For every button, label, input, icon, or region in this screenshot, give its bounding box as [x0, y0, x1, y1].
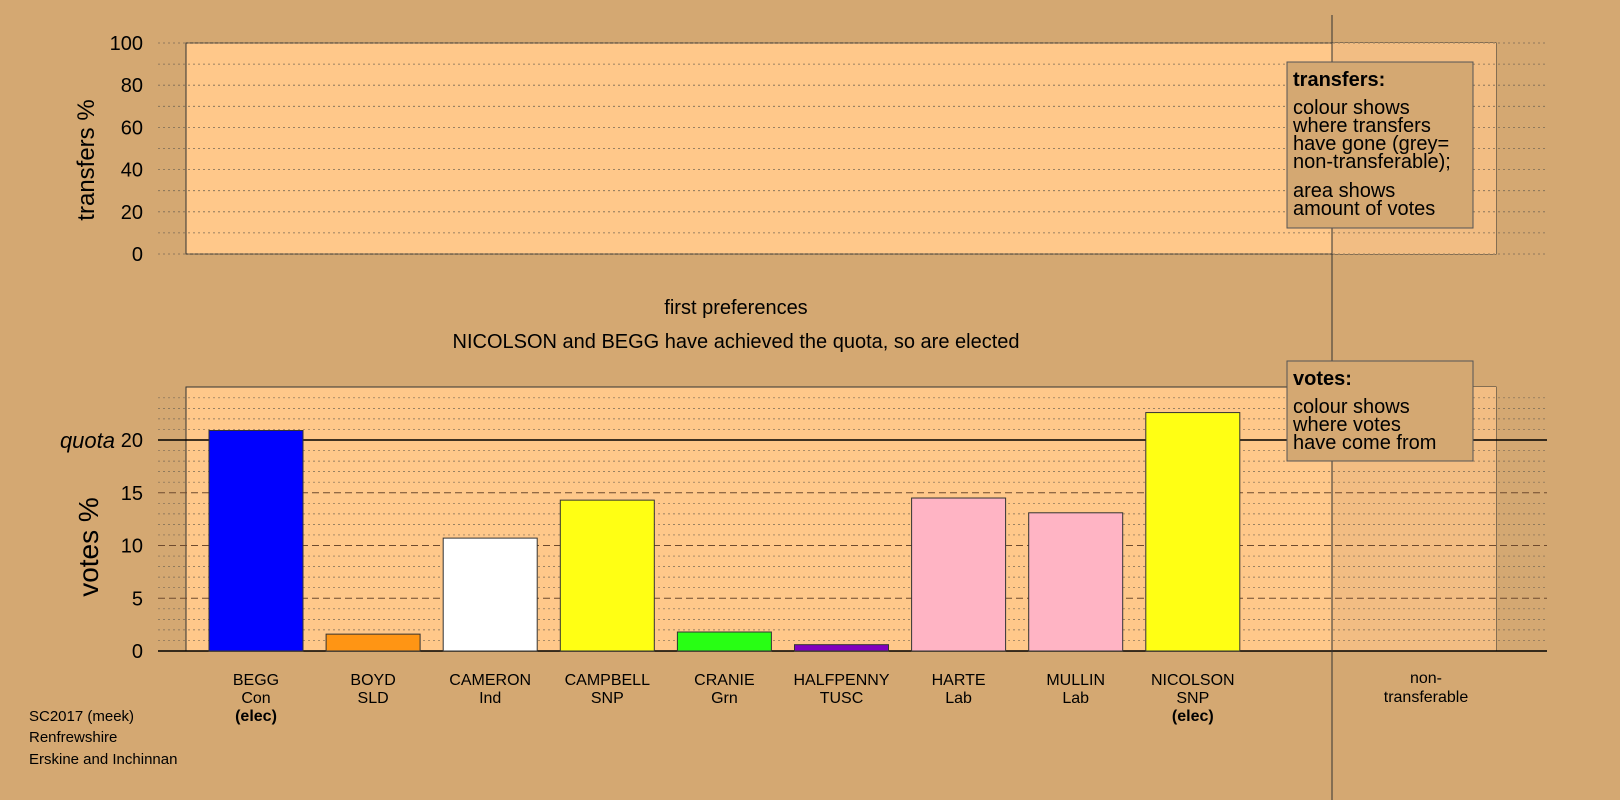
non-transferable-label: transferable: [1384, 689, 1469, 706]
transfers-legend-line: colour shows: [1293, 97, 1410, 119]
stage-subtitle: NICOLSON and BEGG have achieved the quot…: [453, 331, 1020, 353]
candidate-party-label: Lab: [945, 690, 972, 707]
bar-harte: [911, 497, 1007, 652]
votes-plot-area: [185, 386, 1497, 652]
votes-tick-label: 5: [132, 588, 143, 610]
transfers-legend-title: transfers:: [1293, 69, 1385, 91]
bar-mullin: [1028, 512, 1124, 652]
transfers-axis-label: transfers %: [73, 99, 100, 220]
transfers-tick-label: 40: [121, 160, 143, 182]
bar-cameron: [442, 537, 538, 652]
votes-axis-label: votes %: [73, 497, 104, 597]
candidate-party-label: TUSC: [820, 690, 864, 707]
candidate-name-label: MULLIN: [1046, 672, 1105, 689]
transfers-legend-box: [1286, 61, 1474, 229]
votes-tick-label: 20: [121, 430, 143, 452]
candidate-name-label: CAMERON: [449, 672, 531, 689]
footer-line: Renfrewshire: [29, 729, 117, 746]
bar-series: [208, 412, 1241, 652]
candidate-party-label: SNP: [591, 690, 624, 707]
transfers-legend-line: area shows: [1293, 180, 1395, 202]
bar-nicolson: [1145, 412, 1241, 652]
footer-line: Erskine and Inchinnan: [29, 751, 177, 768]
candidate-name-label: CAMPBELL: [565, 672, 650, 689]
candidate-labels: BEGGCon(elec)BOYDSLDCAMERONIndCAMPBELLSN…: [233, 672, 1235, 725]
candidate-name-label: HALFPENNY: [793, 672, 889, 689]
bar-boyd: [325, 633, 421, 652]
transfers-legend-line: non-transferable);: [1293, 151, 1451, 173]
candidate-name-label: NICOLSON: [1151, 672, 1235, 689]
bar-halfpenny: [794, 644, 889, 652]
bar-cranie: [676, 631, 772, 652]
transfers-tick-label: 0: [132, 244, 143, 266]
candidate-name-label: BOYD: [350, 672, 395, 689]
transfers-legend-line: where transfers: [1292, 115, 1431, 137]
votes-tick-label: 15: [121, 483, 143, 505]
votes-panel: votes % quota 0 5 10 15 20: [60, 386, 1547, 663]
candidate-party-label: Ind: [479, 690, 501, 707]
non-transferable-label: non-: [1410, 670, 1442, 687]
transfers-legend: transfers: colour shows where transfers …: [1286, 61, 1474, 229]
candidate-party-label: SNP: [1176, 690, 1209, 707]
votes-tick-label: 0: [132, 641, 143, 663]
bar-campbell: [559, 499, 655, 652]
votes-legend-title: votes:: [1293, 368, 1352, 390]
footer-line: SC2017 (meek): [29, 708, 134, 725]
candidate-party-label: SLD: [358, 690, 389, 707]
votes-legend-line: have come from: [1293, 432, 1436, 454]
elected-label: (elec): [235, 708, 277, 725]
votes-legend-line: where votes: [1292, 414, 1401, 436]
quota-label: quota: [60, 428, 115, 453]
stage-title: first preferences: [664, 297, 807, 319]
candidate-party-label: Con: [241, 690, 270, 707]
transfers-tick-label: 20: [121, 202, 143, 224]
votes-legend-box: [1286, 360, 1474, 462]
transfers-tick-label: 100: [110, 33, 143, 55]
transfers-legend-line: amount of votes: [1293, 198, 1435, 220]
candidate-party-label: Grn: [711, 690, 738, 707]
votes-legend: votes: colour shows where votes have com…: [1286, 360, 1474, 462]
votes-tick-label: 10: [121, 536, 143, 558]
elected-label: (elec): [1172, 708, 1214, 725]
candidate-name-label: BEGG: [233, 672, 279, 689]
bar-begg: [208, 430, 304, 652]
transfers-tick-label: 60: [121, 117, 143, 139]
votes-legend-line: colour shows: [1293, 396, 1410, 418]
candidate-party-label: Lab: [1062, 690, 1089, 707]
candidate-name-label: CRANIE: [694, 672, 754, 689]
candidate-name-label: HARTE: [932, 672, 986, 689]
transfers-legend-line: have gone (grey=: [1293, 133, 1449, 155]
transfers-tick-label: 80: [121, 75, 143, 97]
